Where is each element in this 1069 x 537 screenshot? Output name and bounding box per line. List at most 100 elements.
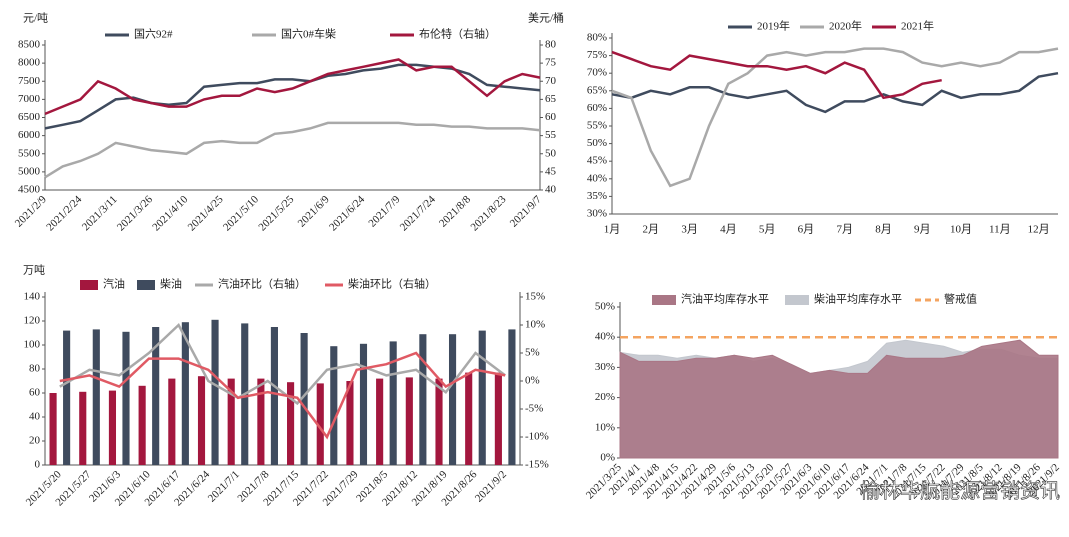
legend-swatch [80, 280, 98, 290]
series-line [611, 47, 1059, 188]
y2-tick-label: 45 [545, 165, 557, 177]
y-tick-label: 40% [587, 172, 607, 184]
y-tick-label: 30% [595, 361, 615, 373]
y2-tick-label: 75 [545, 57, 557, 69]
y2-tick-label: -10% [525, 431, 549, 443]
y2-tick-label: 70 [545, 75, 557, 87]
y-tick-label: 140 [24, 291, 41, 303]
x-tick-label: 2021/4/10 [150, 193, 190, 233]
x-tick-label: 2021/3/11 [80, 193, 120, 233]
y-tick-label: 120 [24, 315, 41, 327]
bar [122, 331, 130, 465]
bar [197, 376, 206, 465]
legend-swatch [137, 280, 155, 290]
y-tick-label: 8000 [18, 57, 41, 69]
x-tick-label: 2021/7/1 [206, 468, 242, 504]
x-tick-label: 2021/8/23 [469, 193, 509, 233]
legend-label: 汽油平均库存水平 [681, 292, 769, 306]
y-tick-label: 20% [595, 391, 615, 403]
series-line [44, 121, 541, 179]
y2-tick-label: 15% [525, 291, 545, 303]
y-tick-label: 6000 [18, 129, 41, 141]
y-tick-label: 5000 [18, 165, 41, 177]
legend-label: 警戒值 [944, 292, 977, 306]
y-tick-label: 100 [24, 339, 41, 351]
bar [211, 319, 219, 465]
y-tick-label: 5500 [18, 147, 41, 159]
x-tick-label: 12月 [1028, 224, 1050, 236]
x-tick-label: 6月 [798, 224, 815, 236]
y-tick-label: 50% [595, 301, 615, 313]
y2-tick-label: -5% [525, 403, 543, 415]
legend-label: 2020年 [829, 19, 862, 33]
y2-tick-label: 40 [545, 184, 557, 196]
series-line [44, 63, 541, 130]
legend-label: 汽油环比（右轴） [218, 277, 306, 291]
x-tick-label: 11月 [989, 224, 1011, 236]
x-tick-label: 2021/3/26 [115, 193, 155, 233]
y-tick-label: 60 [29, 387, 41, 399]
bar [227, 378, 235, 465]
x-tick-label: 8月 [875, 224, 892, 236]
x-tick-label: 5月 [759, 224, 776, 236]
y2-tick-label: 5% [525, 347, 540, 359]
y-tick-label: 8500 [18, 39, 41, 51]
legend-swatch [785, 295, 809, 305]
bar [316, 383, 324, 465]
bar [405, 377, 413, 465]
watermark: 榆林华航能源营销资讯 [860, 479, 1060, 503]
bar [152, 327, 160, 465]
y-tick-label: 40% [595, 331, 615, 343]
y-tick-label: 40 [29, 411, 41, 423]
bar [448, 334, 457, 465]
legend-label: 国六92# [134, 28, 173, 41]
legend-swatch [652, 295, 676, 305]
x-tick-label: 4月 [720, 224, 737, 236]
bar [435, 378, 443, 465]
y-tick-label: 80% [587, 32, 607, 44]
x-tick-label: 2021/5/25 [256, 193, 296, 233]
bar [138, 385, 146, 465]
series-line [611, 50, 942, 100]
bar [257, 378, 265, 465]
y-tick-label: 6500 [18, 111, 41, 123]
series-area [619, 339, 1059, 459]
bar [181, 322, 189, 465]
y-tick-label: 30% [587, 208, 607, 220]
x-tick-label: 2021/6/24 [327, 193, 367, 233]
legend-label: 柴油环比（右轴） [348, 277, 436, 291]
legend-label: 汽油 [103, 277, 125, 291]
x-tick-label: 2021/7/24 [398, 193, 438, 233]
bar [330, 346, 338, 465]
y2-tick-label: 65 [545, 93, 557, 105]
legend-label: 柴油 [160, 277, 182, 291]
bar [419, 334, 427, 465]
bar [270, 327, 278, 465]
x-tick-label: 2021/9/7 [508, 193, 544, 229]
y-tick-label: 55% [587, 120, 607, 132]
legend-label: 2021年 [901, 19, 934, 33]
y-tick-label: 65% [587, 84, 607, 96]
series-line [44, 58, 541, 116]
y2-tick-label: -15% [525, 459, 549, 471]
x-tick-label: 2021/9/2 [473, 468, 509, 504]
y2-tick-label: 0% [525, 375, 540, 387]
bar [376, 378, 384, 465]
y-tick-label: 7500 [18, 75, 41, 87]
bar [92, 329, 100, 465]
legend-label: 柴油平均库存水平 [814, 292, 902, 306]
series-line [59, 351, 506, 440]
x-tick-label: 2021/4/25 [186, 193, 226, 233]
y2-tick-label: 50 [545, 147, 557, 159]
y2-axis-title: 美元/桶 [528, 11, 564, 25]
bar [63, 330, 71, 465]
x-tick-label: 2月 [643, 224, 660, 236]
bar [465, 372, 473, 465]
bar [359, 343, 368, 465]
bar [287, 382, 295, 465]
bar [346, 381, 354, 465]
y-tick-label: 80 [29, 363, 41, 375]
x-tick-label: 9月 [914, 224, 931, 236]
legend-label: 2019年 [757, 19, 790, 33]
